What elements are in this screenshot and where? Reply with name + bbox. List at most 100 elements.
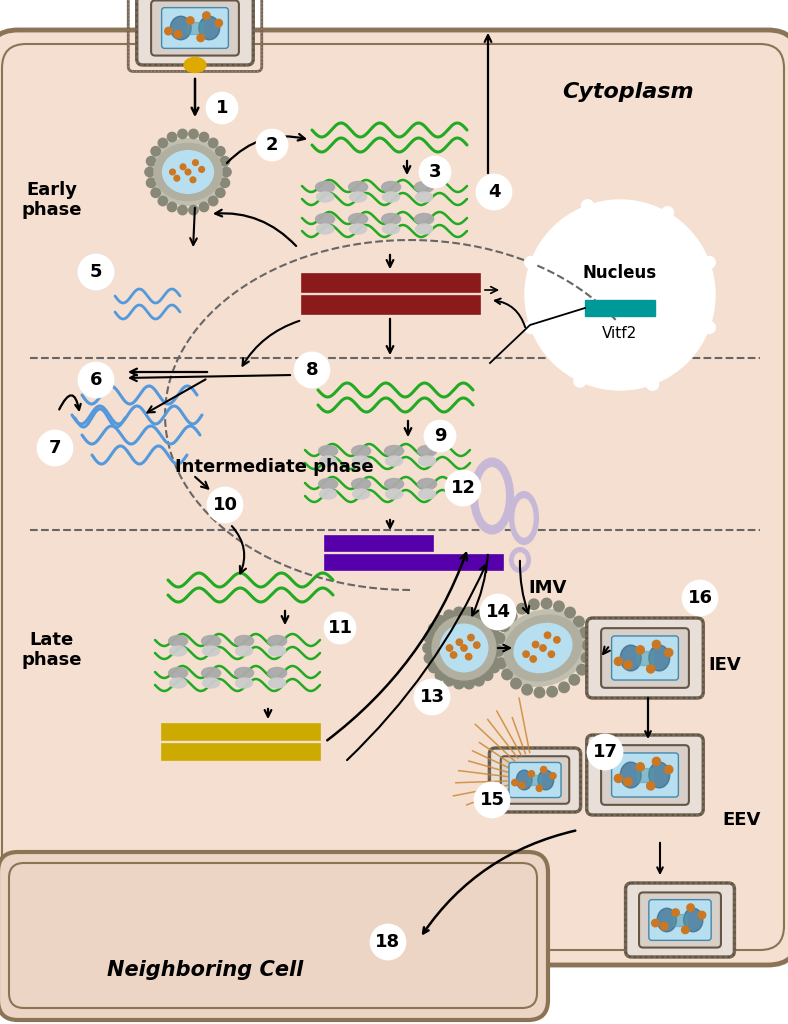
Text: 12: 12 [451,479,475,497]
Circle shape [208,488,242,522]
Circle shape [494,633,504,643]
Text: 4: 4 [488,183,500,201]
Ellipse shape [471,459,513,534]
Circle shape [530,655,537,663]
Ellipse shape [504,615,582,681]
Circle shape [192,160,199,166]
Circle shape [499,622,509,632]
Text: Vitf2: Vitf2 [602,326,637,341]
Circle shape [545,632,551,638]
Ellipse shape [515,553,526,567]
Circle shape [482,670,492,680]
Ellipse shape [415,224,433,234]
Circle shape [525,256,537,268]
Circle shape [425,421,455,451]
Ellipse shape [317,193,333,202]
Text: 11: 11 [328,618,352,637]
Circle shape [580,628,590,638]
Circle shape [158,138,168,147]
Ellipse shape [320,489,336,499]
Ellipse shape [657,908,676,932]
Circle shape [511,678,521,689]
FancyBboxPatch shape [0,30,788,965]
Ellipse shape [498,609,588,686]
Ellipse shape [235,636,254,646]
FancyBboxPatch shape [137,0,253,65]
Circle shape [444,610,454,621]
Circle shape [507,611,517,622]
Ellipse shape [348,213,367,224]
Circle shape [429,663,439,673]
Circle shape [147,157,156,166]
Text: 3: 3 [429,163,441,181]
Text: IMV: IMV [529,579,567,597]
Circle shape [588,735,622,769]
Circle shape [683,581,717,615]
Circle shape [325,613,355,643]
Circle shape [565,607,575,617]
Ellipse shape [383,193,400,202]
Circle shape [496,658,506,669]
Text: 14: 14 [485,603,511,621]
Text: 5: 5 [90,263,102,281]
Circle shape [423,643,433,653]
Circle shape [151,146,160,156]
Circle shape [569,675,579,685]
Circle shape [574,375,585,387]
Ellipse shape [320,456,336,466]
Ellipse shape [385,445,403,457]
Circle shape [451,651,457,658]
Circle shape [550,773,556,779]
Circle shape [178,129,188,138]
Circle shape [169,169,176,175]
Ellipse shape [202,668,221,679]
Ellipse shape [203,646,220,656]
Circle shape [187,16,194,25]
Circle shape [468,635,474,641]
FancyBboxPatch shape [601,745,689,805]
Ellipse shape [440,625,488,672]
Circle shape [582,200,593,212]
Circle shape [548,651,555,657]
Circle shape [38,431,72,465]
Ellipse shape [316,213,335,224]
Text: 13: 13 [419,688,444,706]
Circle shape [661,207,674,219]
Circle shape [220,157,229,166]
FancyBboxPatch shape [151,0,239,55]
Bar [637,768,652,781]
Bar [302,296,480,314]
Circle shape [493,653,504,664]
Ellipse shape [516,770,532,790]
Circle shape [197,34,204,42]
Circle shape [209,138,217,147]
Ellipse shape [169,646,187,656]
Circle shape [477,175,511,209]
Bar [585,300,655,316]
FancyBboxPatch shape [611,636,678,680]
Ellipse shape [148,138,228,205]
Circle shape [147,178,156,187]
Circle shape [435,615,446,626]
Circle shape [420,157,450,187]
Circle shape [582,640,593,650]
Ellipse shape [184,57,206,73]
Ellipse shape [414,181,433,193]
Circle shape [582,652,592,664]
Circle shape [493,645,504,656]
Ellipse shape [351,478,370,489]
Circle shape [207,93,237,123]
Circle shape [652,920,659,927]
Circle shape [529,599,539,609]
Circle shape [482,615,492,626]
Bar [162,744,320,760]
Circle shape [257,130,287,160]
Bar [188,22,203,34]
Circle shape [481,595,515,629]
Ellipse shape [269,646,285,656]
Circle shape [687,904,694,911]
Ellipse shape [199,16,220,40]
Ellipse shape [418,456,436,466]
Circle shape [489,624,500,634]
Ellipse shape [538,770,554,790]
